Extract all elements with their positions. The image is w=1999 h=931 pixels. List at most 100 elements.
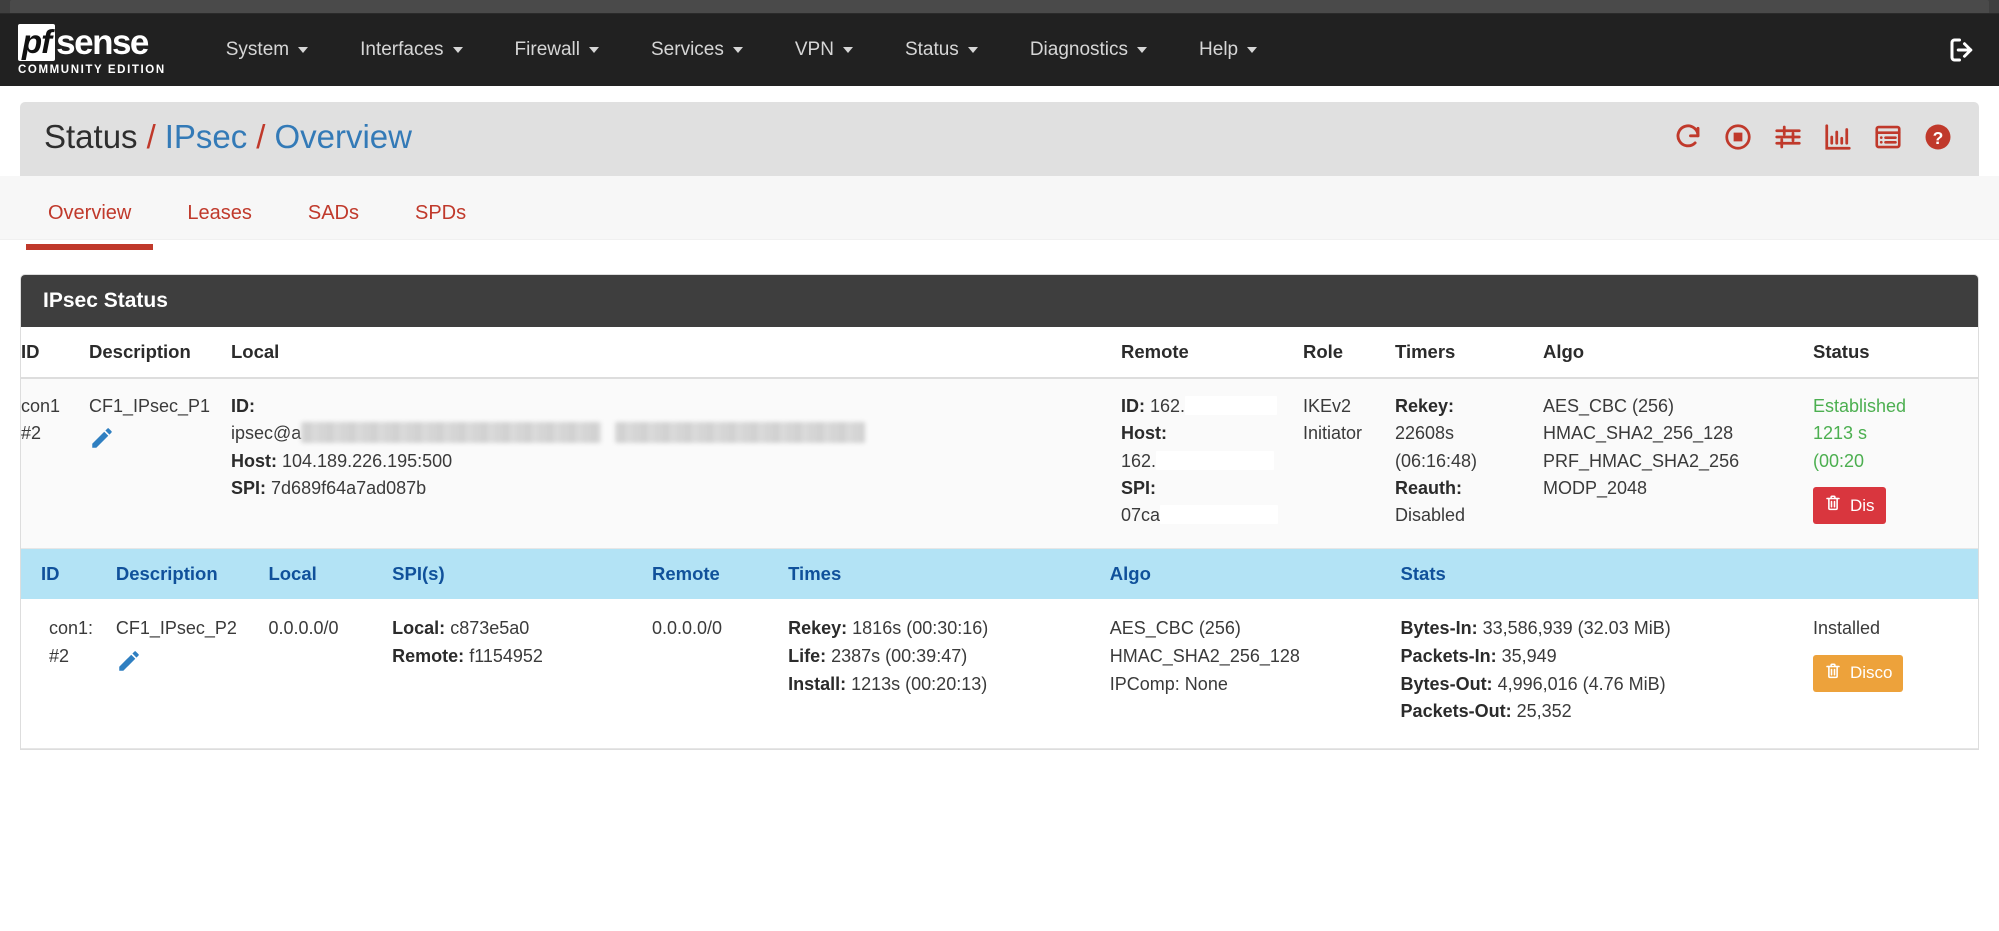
phase2-install-line: Install: 1213s (00:20:13) [788,671,1100,699]
phase1-algo-3: MODP_2048 [1543,478,1648,499]
nav-label: Status [904,39,959,60]
logout-icon[interactable] [1947,35,1977,65]
phase2-status-state: Installed [1812,617,1881,638]
phase2-bytes-out-value: 4,996,016 (4.76 MiB) [1497,673,1666,694]
phase1-remote-host-label: Host: [1121,423,1167,444]
tab-spds[interactable]: SPDs [387,186,494,239]
page-header: Status / IPsec / Overview [20,102,1979,176]
phase1-role-cell: IKEv2 Initiator [1303,378,1395,549]
phase2-algo-cell: AES_CBC (256) HMAC_SHA2_256_128 IPComp: … [1109,598,1401,750]
phase2-packets-out-line: Packets-Out: 25,352 [1401,698,1803,726]
nav-item-vpn[interactable]: VPN [769,14,879,86]
tab-leases[interactable]: Leases [159,186,280,239]
phase1-remote-spi-value: 07ca [1121,505,1161,526]
phase1-algo-0: AES_CBC (256) [1543,396,1675,416]
bar-chart-icon[interactable] [1823,122,1853,152]
chevron-down-icon [732,47,743,53]
phase2-id-cell: con1: #2 [21,598,116,750]
phase2-spi-remote-label: Remote: [392,645,465,666]
nav-label: Firewall [514,39,580,60]
edit-pencil-icon[interactable] [116,648,259,683]
phase2-rekey-label: Rekey: [788,617,848,638]
phase1-ike-version: IKEv2 [1303,396,1352,416]
phase2-bytes-in-value: 33,586,939 (32.03 MiB) [1482,617,1671,638]
pfsense-logo[interactable]: pf sense COMMUNITY EDITION [18,24,166,76]
log-list-icon[interactable] [1873,122,1903,152]
phase2-bytes-out-line: Bytes-Out: 4,996,016 (4.76 MiB) [1401,671,1803,699]
phase2-algo-0: AES_CBC (256) [1109,617,1241,638]
nav-item-diagnostics[interactable]: Diagnostics [1004,14,1173,86]
rekey-label: Rekey: [1395,396,1455,416]
nav-label: VPN [794,39,834,60]
nav-item-help[interactable]: Help [1173,14,1283,86]
p2-col-header-stats: Stats [1400,548,1813,599]
svg-text:?: ? [1933,128,1944,148]
p2-col-header-algo: Algo [1109,548,1401,599]
tab-label: Overview [48,202,132,224]
nav-item-firewall[interactable]: Firewall [489,14,625,86]
chevron-down-icon [1247,47,1258,53]
nav-item-services[interactable]: Services [625,14,769,86]
tab-overview[interactable]: Overview [20,186,159,250]
phase2-packets-out-label: Packets-Out: [1400,701,1512,722]
phase2-rekey-line: Rekey: 1816s (00:30:16) [788,615,1100,643]
phase2-description: CF1_IPsec_P2 [115,617,237,638]
filter-sliders-icon[interactable] [1773,122,1803,152]
breadcrumb-ipsec-link[interactable]: IPsec [164,118,248,155]
phase2-spi-local-value: c873e5a0 [450,617,530,638]
help-icon[interactable]: ? [1923,122,1953,152]
phase1-role: Initiator [1303,423,1363,444]
breadcrumb: Status / IPsec / Overview [44,118,412,156]
phase1-remote-id-value: 162. [1150,396,1186,416]
phase1-remote-id-line: ID: 162. [1121,393,1293,420]
tab-list: Overview Leases SADs SPDs [20,186,494,250]
stop-record-icon[interactable] [1723,122,1753,152]
trash-icon [1824,494,1842,517]
phase2-local-cell: 0.0.0.0/0 [268,598,393,750]
redacted-local-id-2 [615,422,866,444]
phase1-description: CF1_IPsec_P1 [89,396,211,416]
col-header-local: Local [231,327,1121,379]
phase1-remote-spi-label: SPI: [1121,478,1157,499]
phase2-spi-remote-value: f1154952 [469,645,543,666]
nav-item-interfaces[interactable]: Interfaces [334,14,488,86]
redacted-local-id [301,422,602,444]
phase2-life-value: 2387s (00:39:47) [831,645,968,666]
nav-item-status[interactable]: Status [879,14,1004,86]
tab-label: SPDs [414,202,467,224]
nav-label: Interfaces [360,39,444,60]
phase2-disconnect-button[interactable]: Disco [1812,654,1904,692]
phase1-remote-spi-value-line: 07ca [1121,502,1293,529]
p2-col-header-spis: SPI(s) [392,548,652,599]
phase1-rekey-label: Rekey: [1395,393,1533,420]
tab-sads[interactable]: SADs [280,186,387,239]
phase2-wrap: ID Description Local SPI(s) Remote Times… [21,548,1978,750]
p2-col-header-remote: Remote [652,548,789,599]
redacted-remote-id [1185,396,1278,415]
refresh-icon[interactable] [1673,122,1703,152]
nav-item-system[interactable]: System [200,14,334,86]
phase1-local-id-value: ipsec@a [231,423,302,444]
edit-pencil-icon[interactable] [89,425,221,459]
phase1-rekey-time: (06:16:48) [1395,450,1478,471]
tabs-spacer [0,240,1999,258]
phase2-remote-cell: 0.0.0.0/0 [652,598,789,750]
phase1-local-host-value: 104.189.226.195:500 [282,450,453,471]
breadcrumb-overview-link[interactable]: Overview [274,118,412,155]
phase1-status-time: (00:20 [1813,450,1865,471]
col-header-description: Description [89,327,231,379]
phase2-row: con1: #2 CF1_IPsec_P2 [21,598,1978,750]
phase2-spi-remote-line: Remote: f1154952 [392,643,642,671]
page-header-wrap: Status / IPsec / Overview [0,86,1999,176]
phase2-life-label: Life: [788,645,827,666]
col-header-status: Status [1813,327,1978,379]
page-header-actions: ? [1673,122,1957,152]
phase2-status-cell: Installed [1812,598,1978,750]
phase1-disconnect-button[interactable]: Dis [1813,487,1886,525]
phase1-id-cell: con1 #2 [21,378,89,549]
phase1-remote-id-label: ID: [1121,396,1145,416]
chevron-down-icon [1137,47,1148,53]
phase1-rekey-value: 22608s [1395,423,1455,444]
phase2-life-line: Life: 2387s (00:39:47) [788,643,1100,671]
